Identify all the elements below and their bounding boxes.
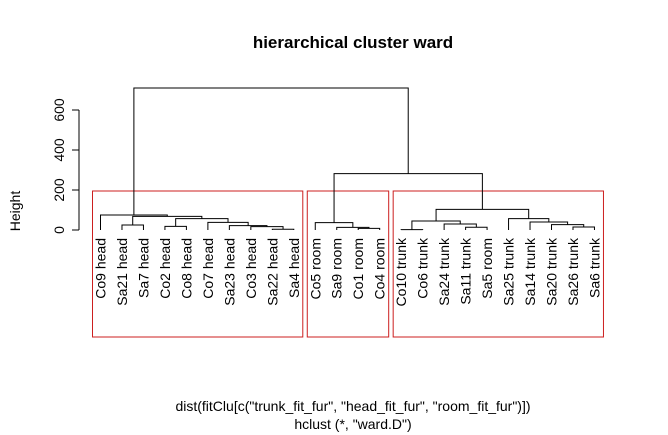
merge-link	[572, 226, 595, 230]
merge-link	[164, 225, 187, 230]
merge-link	[314, 222, 354, 230]
leaf-label: Sa24 trunk	[436, 237, 452, 306]
leaf-label: Sa5 room	[479, 238, 495, 299]
merge-link	[465, 226, 488, 230]
merge-link	[121, 224, 144, 230]
y-tick-label: 200	[51, 178, 67, 202]
cluster-box	[392, 190, 604, 338]
leaf-label: Sa20 trunk	[544, 237, 560, 306]
leaf-label: Sa21 head	[114, 238, 130, 306]
leaf-labels: Co9 head Sa21 head Sa7 head Co2 head Co8 hea…	[93, 237, 603, 306]
cluster-boxes	[92, 190, 604, 338]
merge-link	[133, 87, 409, 215]
merge-link	[435, 208, 530, 221]
y-axis-title: Height	[7, 191, 23, 232]
merge-link	[411, 220, 461, 230]
merge-link	[333, 173, 483, 223]
leaf-label: Co9 head	[93, 238, 109, 299]
y-tick-label: 400	[51, 138, 67, 162]
y-tick-label: 600	[51, 98, 67, 122]
leaf-label: Sa26 trunk	[565, 237, 581, 306]
leaf-label: Co6 trunk	[415, 237, 431, 299]
leaf-label: Co2 head	[157, 238, 173, 299]
leaf-label: Sa25 trunk	[501, 237, 517, 306]
method-subtitle: hclust (*, "ward.D")	[294, 416, 411, 432]
y-axis: 0 200 400 600	[51, 98, 80, 234]
x-axis-title: dist(fitClu[c("trunk_fit_fur", "head_fit…	[175, 398, 530, 414]
merge-link	[508, 218, 550, 230]
leaf-label: Co4 room	[372, 238, 388, 299]
merge-link	[207, 221, 249, 230]
leaf-label: Co5 room	[307, 238, 323, 299]
chart-title: hierarchical cluster ward	[253, 33, 453, 52]
leaf-label: Co7 head	[200, 238, 216, 299]
leaf-label: Sa6 trunk	[586, 237, 602, 298]
leaf-label: Sa7 head	[135, 238, 151, 298]
cluster-box	[92, 190, 304, 338]
y-tick-label: 0	[51, 226, 67, 234]
merge-link	[271, 228, 295, 230]
leaf-label: Sa9 room	[329, 238, 345, 299]
cluster-box	[306, 190, 390, 338]
leaf-label: Sa11 trunk	[458, 237, 474, 305]
leaf-label: Co10 trunk	[393, 237, 409, 306]
merge-link	[529, 221, 569, 230]
merge-link	[132, 215, 203, 225]
merge-link	[357, 227, 381, 230]
leaf-label: Sa22 head	[264, 238, 280, 306]
leaf-label: Sa23 head	[221, 238, 237, 306]
leaf-label: Co1 room	[350, 238, 366, 299]
leaf-label: Co8 head	[178, 238, 194, 299]
merge-link	[100, 214, 168, 230]
leaf-label: Sa14 trunk	[522, 237, 538, 306]
dendrogram-tree	[100, 87, 595, 231]
leaf-label: Co3 head	[243, 238, 259, 299]
leaf-label: Sa4 head	[286, 238, 302, 298]
